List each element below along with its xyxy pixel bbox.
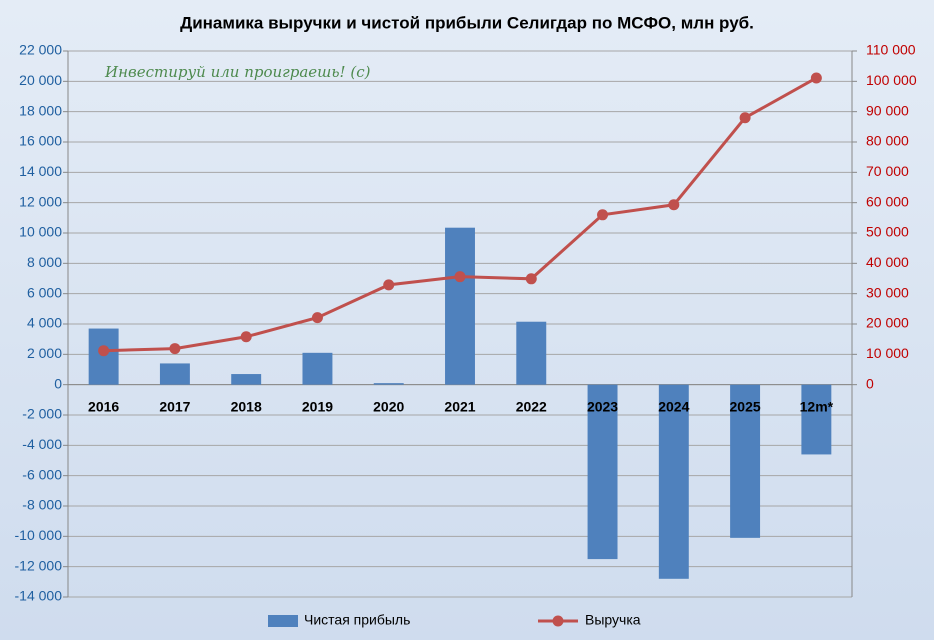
bar: [730, 384, 761, 538]
bar: [231, 374, 262, 385]
legend-label: Чистая прибыль: [304, 612, 410, 628]
x-tick-label: 2016: [88, 398, 119, 414]
y2-tick-label: 20 000: [866, 315, 909, 331]
y-tick-label: 8 000: [27, 254, 62, 270]
x-tick-label: 2023: [587, 398, 618, 414]
line-marker: [169, 343, 181, 355]
x-tick-label: 2022: [516, 398, 547, 414]
y2-tick-label: 60 000: [866, 193, 909, 209]
y-tick-label: -12 000: [15, 557, 63, 573]
bar: [516, 321, 547, 385]
line-marker: [311, 312, 323, 324]
x-tick-label: 2019: [302, 398, 333, 414]
legend-swatch: [268, 615, 298, 627]
x-tick-label: 2020: [373, 398, 404, 414]
y-tick-label: 0: [54, 375, 62, 391]
line-marker: [810, 72, 822, 84]
y2-tick-label: 80 000: [866, 133, 909, 149]
y2-tick-label: 0: [866, 375, 874, 391]
bar: [373, 383, 404, 385]
line-marker: [240, 331, 252, 343]
bar: [658, 384, 689, 579]
line-marker: [98, 345, 110, 357]
y-tick-label: 12 000: [19, 193, 62, 209]
y2-tick-label: 30 000: [866, 284, 909, 300]
y-tick-label: -10 000: [15, 527, 63, 543]
y-tick-label: 16 000: [19, 133, 62, 149]
y-tick-label: 10 000: [19, 224, 62, 240]
x-tick-label: 2021: [444, 398, 475, 414]
x-tick-label: 2024: [658, 398, 689, 414]
y-tick-label: -2 000: [22, 406, 62, 422]
x-tick-label: 2017: [159, 398, 190, 414]
y2-tick-label: 40 000: [866, 254, 909, 270]
y-tick-label: -6 000: [22, 466, 62, 482]
x-tick-label: 2025: [730, 398, 761, 414]
y2-tick-label: 110 000: [866, 42, 916, 58]
y-tick-label: 20 000: [19, 72, 62, 88]
bar: [587, 384, 618, 560]
line-marker: [739, 112, 751, 124]
y-tick-label: 14 000: [19, 163, 62, 179]
annotation: Инвестируй или проиграешь! (с): [104, 63, 371, 81]
bar: [88, 328, 119, 385]
y2-tick-label: 100 000: [866, 72, 917, 88]
x-tick-label: 12m*: [800, 398, 834, 414]
y2-tick-label: 10 000: [866, 345, 909, 361]
y-tick-label: -8 000: [22, 497, 62, 513]
y-tick-label: 6 000: [27, 284, 62, 300]
y2-tick-label: 90 000: [866, 102, 909, 118]
y2-tick-label: 50 000: [866, 224, 909, 240]
bar: [159, 363, 190, 385]
y-tick-label: 18 000: [19, 102, 62, 118]
chart-title: Динамика выручки и чистой прибыли Селигд…: [180, 13, 754, 32]
line-marker: [668, 199, 680, 211]
y2-tick-label: 70 000: [866, 163, 909, 179]
y-tick-label: 2 000: [27, 345, 62, 361]
line-marker: [597, 209, 609, 221]
x-tick-label: 2018: [231, 398, 262, 414]
y-tick-label: -14 000: [15, 588, 63, 604]
line-marker: [383, 279, 395, 291]
bar: [302, 352, 333, 385]
legend-label: Выручка: [585, 612, 641, 628]
line-marker: [525, 273, 537, 285]
y-tick-label: 22 000: [19, 42, 62, 58]
legend-swatch: [552, 615, 564, 627]
bar: [445, 227, 475, 385]
y-tick-label: -4 000: [22, 436, 62, 452]
y-tick-label: 4 000: [27, 315, 62, 331]
bar: [801, 384, 832, 455]
line-marker: [454, 271, 466, 283]
